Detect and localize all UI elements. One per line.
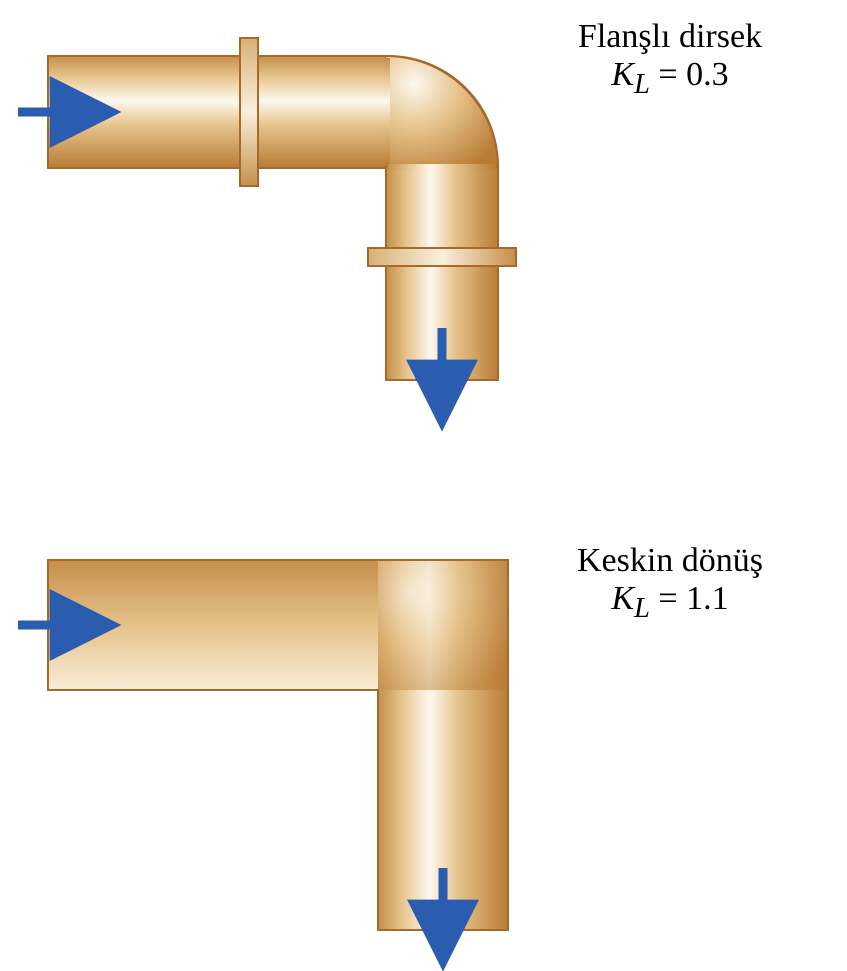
k-var-2: K [611, 580, 634, 617]
sharp-turn-figure [0, 0, 847, 971]
label2-line1: Keskin dönüş [520, 542, 820, 580]
sharp-turn-label: Keskin dönüş KL = 1.1 [520, 542, 820, 625]
k-value-2: 1.1 [686, 580, 729, 617]
label2-line2: KL = 1.1 [520, 580, 820, 625]
miter-corner-blend [378, 560, 508, 690]
eq-2: = [650, 580, 686, 617]
k-sub-2: L [634, 593, 650, 624]
diagram-canvas: Flanşlı dirsek KL = 0.3 Keskin dönüş KL … [0, 0, 847, 971]
